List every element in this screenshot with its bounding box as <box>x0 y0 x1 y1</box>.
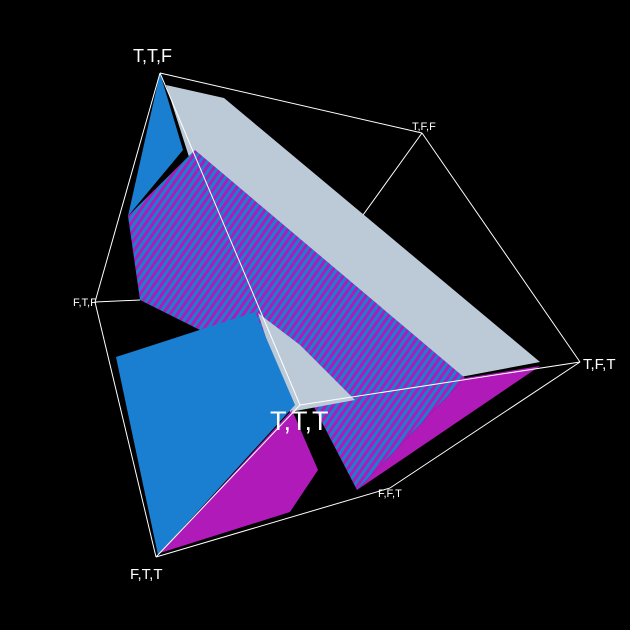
blue-top-face <box>128 73 183 216</box>
edge-ttf-tff <box>159 72 423 134</box>
solid-regions <box>116 73 540 555</box>
back-edges <box>94 72 581 363</box>
label-tft: T,F,T <box>583 356 616 373</box>
vertex-labels: T,T,F T,F,F F,T,F T,F,T T,T,T F,F,T F,T,… <box>73 46 616 583</box>
edge-ttf-ttt <box>159 72 301 406</box>
edge-ftf-inner <box>94 299 141 303</box>
front-edges <box>94 72 581 558</box>
edge-ttt-tft <box>299 361 581 406</box>
label-ttf: T,T,F <box>133 46 172 66</box>
label-ftt: F,T,T <box>130 566 163 583</box>
magenta-right-face <box>357 366 540 490</box>
edge-ftt-fft <box>155 487 391 558</box>
label-fft: F,F,T <box>378 488 402 500</box>
hatched-slab <box>128 150 465 490</box>
label-ttt: T,T,T <box>270 406 329 436</box>
edge-ftt-ttt <box>155 404 301 558</box>
edge-ftf-ftt <box>94 301 157 558</box>
edge-fft-tft <box>389 361 581 489</box>
label-tff: T,F,F <box>412 121 436 133</box>
edge-ttf-ftf <box>94 72 161 303</box>
label-ftf: F,T,F <box>73 297 97 309</box>
edge-tff-tft <box>421 132 581 363</box>
magenta-bottom-face <box>160 410 318 553</box>
blue-front-face <box>116 312 295 555</box>
